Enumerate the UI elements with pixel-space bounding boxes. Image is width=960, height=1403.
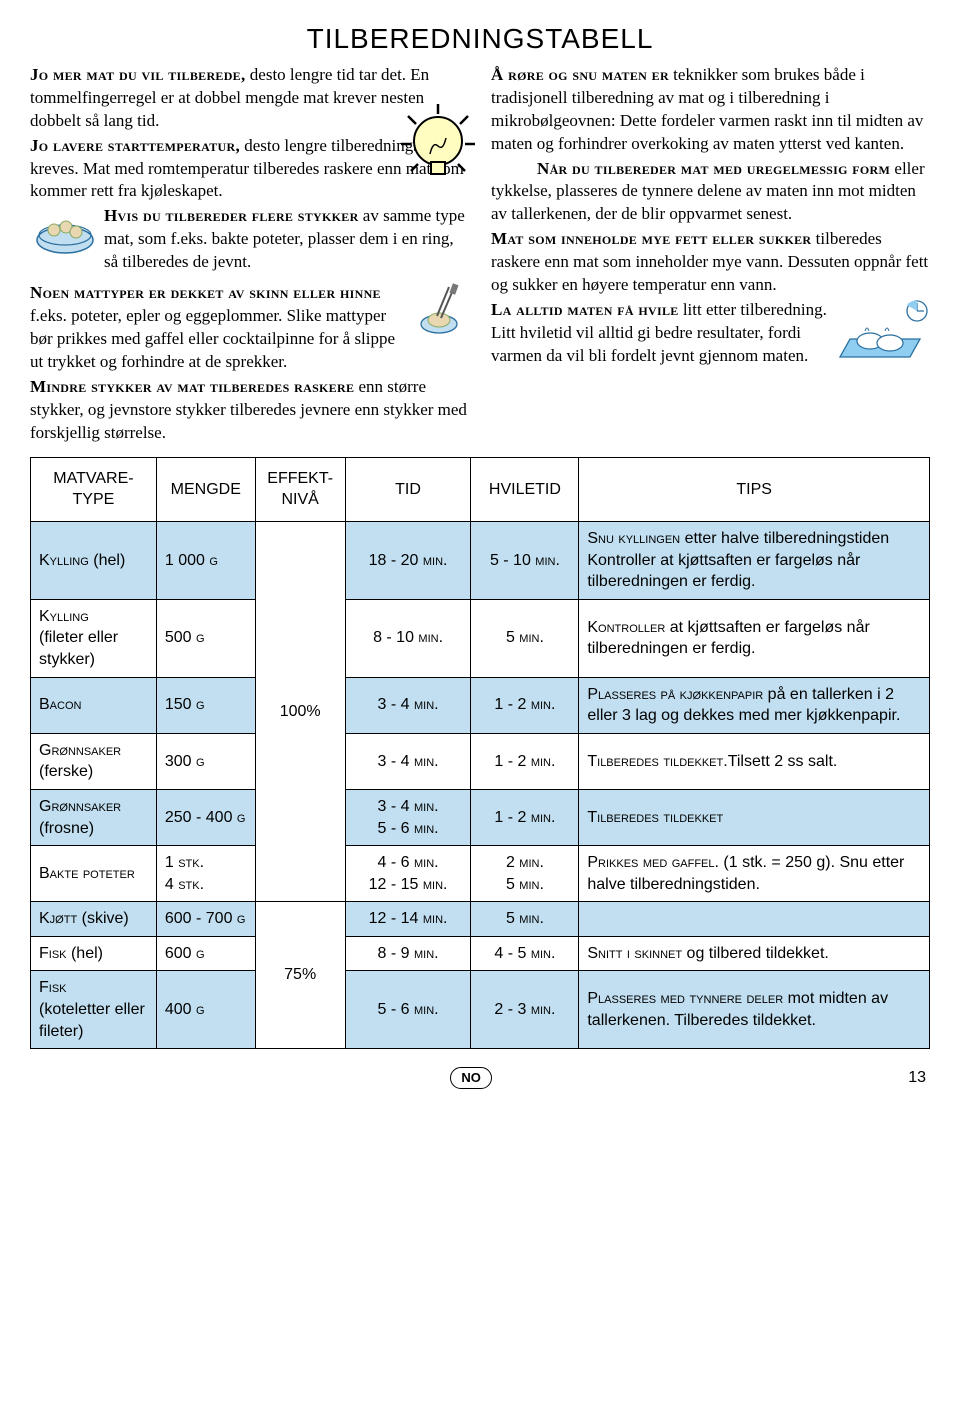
th-hvile: HVILETID [471,457,579,521]
cell-tips: Plasseres på kjøkkenpapir på en tallerke… [579,677,930,733]
cell-type: Grønnsaker(ferske) [31,733,157,789]
cell-mengde: 1 stk.4 stk. [156,846,255,902]
para-r4-lead: La alltid maten få hvile [491,300,679,319]
bowl-icon [30,205,100,260]
cell-hvile: 5 min. [471,902,579,937]
page-title: TILBEREDNINGSTABELL [30,20,930,58]
intro-columns: Jo mer mat du vil tilberede, desto lengr… [30,64,930,447]
cell-type: Kjøtt (skive) [31,902,157,937]
para-3-lead: Hvis du tilbereder flere stykker [104,206,359,225]
cell-tips: Tilberedes tildekket [579,789,930,845]
cell-tid: 3 - 4 min. [345,677,471,733]
para-r1: Å røre og snu maten er teknikker som bru… [491,64,930,156]
para-5-lead: Mindre stykker av mat tilberedes raskere [30,377,354,396]
cell-tips: Tilberedes tildekket.Tilsett 2 ss salt. [579,733,930,789]
table-row: Kylling (hel)1 000 g100%18 - 20 min.5 - … [31,521,930,599]
cell-tid: 3 - 4 min. [345,733,471,789]
cell-hvile: 1 - 2 min. [471,677,579,733]
cell-mengde: 1 000 g [156,521,255,599]
cell-tips: Prikkes med gaffel. (1 stk. = 250 g). Sn… [579,846,930,902]
para-1-lead: Jo mer mat du vil tilberede, [30,65,246,84]
para-r3-lead: Mat som inneholde mye fett eller sukker [491,229,811,248]
cell-type: Bakte poteter [31,846,157,902]
para-r3: Mat som inneholde mye fett eller sukker … [491,228,930,297]
cell-tid: 4 - 6 min.12 - 15 min. [345,846,471,902]
cell-hvile: 4 - 5 min. [471,936,579,971]
cell-hvile: 1 - 2 min. [471,789,579,845]
cell-type: Kylling(fileter eller stykker) [31,599,157,677]
lightbulb-icon [441,68,531,178]
para-r4: La alltid maten få hvile litt etter tilb… [491,299,930,368]
th-tid: TID [345,457,471,521]
cell-tips: Kontroller at kjøttsaften er fargeløs nå… [579,599,930,677]
table-row: Grønnsaker(frosne)250 - 400 g 3 - 4 min.5… [31,789,930,845]
cell-mengde: 250 - 400 g [156,789,255,845]
table-header-row: MATVARE-TYPE MENGDE EFFEKT-NIVÅ TID HVIL… [31,457,930,521]
cell-effekt: 75% [255,902,345,1049]
table-row: Bacon150 g 3 - 4 min.1 - 2 min.Plasseres … [31,677,930,733]
resting-food-icon [835,299,930,364]
right-column: Å røre og snu maten er teknikker som bru… [491,64,930,447]
cell-tips [579,902,930,937]
cell-mengde: 600 - 700 g [156,902,255,937]
cell-tid: 18 - 20 min. [345,521,471,599]
cell-hvile: 5 min. [471,599,579,677]
footer-center: NO [34,1067,908,1089]
cell-effekt: 100% [255,521,345,901]
page-number: 13 [908,1067,926,1089]
cell-tips: Plasseres med tynnere deler mot midten a… [579,971,930,1049]
para-2-lead: Jo lavere starttemperatur, [30,136,240,155]
cell-type: Bacon [31,677,157,733]
cell-tid: 5 - 6 min. [345,971,471,1049]
th-tips: TIPS [579,457,930,521]
para-4-lead: Noen mattyper er dekket av skinn eller h… [30,283,381,302]
th-type: MATVARE-TYPE [31,457,157,521]
para-4: Noen mattyper er dekket av skinn eller h… [30,282,469,374]
para-r2-lead: Når du tilbereder mat med uregelmessig f… [537,159,890,178]
table-row: Grønnsaker(ferske)300 g 3 - 4 min.1 - 2 m… [31,733,930,789]
cell-tips: Snu kyllingen etter halve tilberedningst… [579,521,930,599]
table-row: Fisk (hel)600 g 8 - 9 min.4 - 5 min.Snitt… [31,936,930,971]
cell-mengde: 500 g [156,599,255,677]
cell-type: Fisk (hel) [31,936,157,971]
cell-hvile: 1 - 2 min. [471,733,579,789]
language-badge: NO [450,1067,492,1089]
th-mengde: MENGDE [156,457,255,521]
cell-mengde: 400 g [156,971,255,1049]
para-5: Mindre stykker av mat tilberedes raskere… [30,376,469,445]
cell-hvile: 2 min.5 min. [471,846,579,902]
table-row: Fisk(koteletter eller fileter)400 g 5 - 6… [31,971,930,1049]
table-row: Bakte poteter1 stk.4 stk. 4 - 6 min.12 - … [31,846,930,902]
th-effekt: EFFEKT-NIVÅ [255,457,345,521]
cell-tid: 8 - 10 min. [345,599,471,677]
table-row: Kylling(fileter eller stykker)500 g 8 - 1… [31,599,930,677]
cell-mengde: 150 g [156,677,255,733]
cell-type: Kylling (hel) [31,521,157,599]
cell-hvile: 2 - 3 min. [471,971,579,1049]
cell-hvile: 5 - 10 min. [471,521,579,599]
cell-tid: 3 - 4 min.5 - 6 min. [345,789,471,845]
page-footer: NO 13 [30,1067,930,1089]
fork-poke-icon [409,282,469,337]
cell-type: Fisk(koteletter eller fileter) [31,971,157,1049]
para-4-rest: f.eks. poteter, epler og eggeplommer. Sl… [30,306,395,371]
cooking-table: MATVARE-TYPE MENGDE EFFEKT-NIVÅ TID HVIL… [30,457,930,1049]
table-row: Kjøtt (skive)600 - 700 g75%12 - 14 min.5… [31,902,930,937]
cell-mengde: 600 g [156,936,255,971]
para-3: Hvis du tilbereder flere stykker av samm… [30,205,469,274]
cell-tips: Snitt i skinnet og tilbered tildekket. [579,936,930,971]
cell-tid: 12 - 14 min. [345,902,471,937]
cell-mengde: 300 g [156,733,255,789]
cell-tid: 8 - 9 min. [345,936,471,971]
para-r2: Når du tilbereder mat med uregelmessig f… [491,158,930,227]
cell-type: Grønnsaker(frosne) [31,789,157,845]
